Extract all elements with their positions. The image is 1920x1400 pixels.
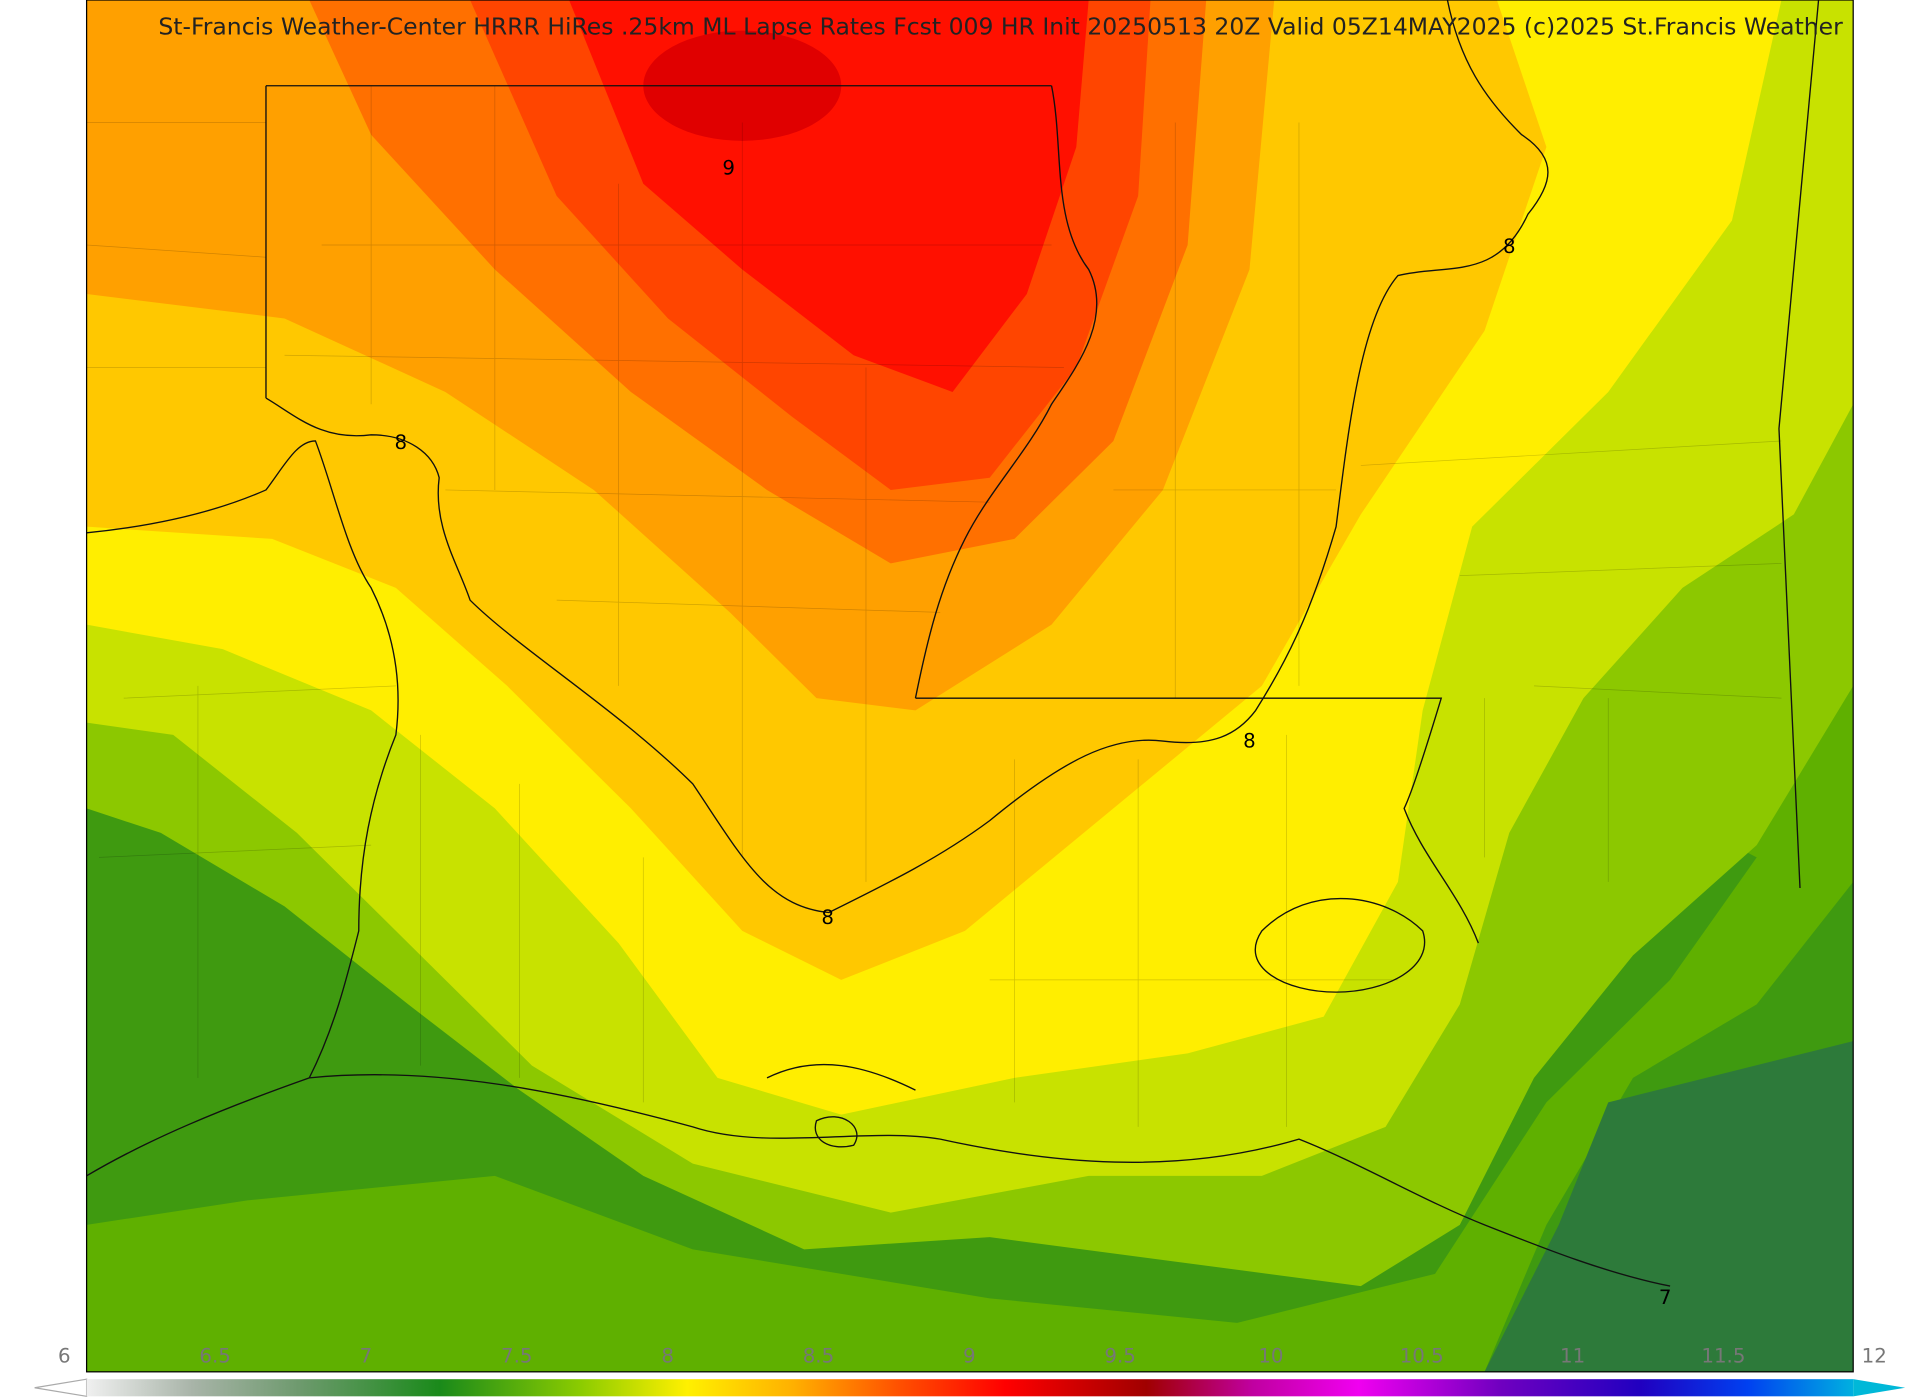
contour-label: 8 [395, 431, 408, 454]
colorbar-tick-label: 6 [58, 1345, 71, 1368]
colorbar-tick-label: 9.5 [1104, 1345, 1135, 1368]
contour-label: 8 [821, 906, 834, 929]
contour-labels: 9 8 8 8 8 7 [395, 157, 1672, 1309]
colorbar-scale [86, 1379, 1854, 1397]
colorbar-tick-label: 7 [360, 1345, 373, 1368]
contour-label: 7 [1659, 1286, 1672, 1309]
lapse-rate-field [86, 0, 1854, 1372]
map-title: St-Francis Weather-Center HRRR HiRes .25… [158, 12, 1843, 40]
borders [86, 0, 1820, 1287]
colorbar-tick-label: 7.5 [501, 1345, 532, 1368]
colorbar-tick-label: 8 [661, 1345, 674, 1368]
colorbar-tick-label: 6.5 [199, 1345, 230, 1368]
colorbar-tick-label: 8.5 [803, 1345, 834, 1368]
colorbar-tick-label: 11 [1560, 1345, 1585, 1368]
map-frame [85, 0, 1854, 1373]
colorbar-tick-label: 9 [963, 1345, 976, 1368]
colorbar-tick-label: 10 [1258, 1345, 1283, 1368]
colorbar-tick-label: 11.5 [1701, 1345, 1745, 1368]
contour-label: 8 [1503, 235, 1516, 258]
colorbar: 6 6.5 7 7.5 8 8.5 9 9.5 10 10.5 11 11.5 12 [34, 1345, 1906, 1398]
contour-label: 8 [1243, 730, 1256, 753]
colorbar-low-arrow [34, 1378, 88, 1398]
contour-label: 9 [722, 157, 735, 180]
colorbar-tick-label: 10.5 [1400, 1345, 1444, 1368]
colorbar-high-arrow [1853, 1379, 1906, 1397]
colorbar-tick-label: 12 [1862, 1345, 1887, 1368]
